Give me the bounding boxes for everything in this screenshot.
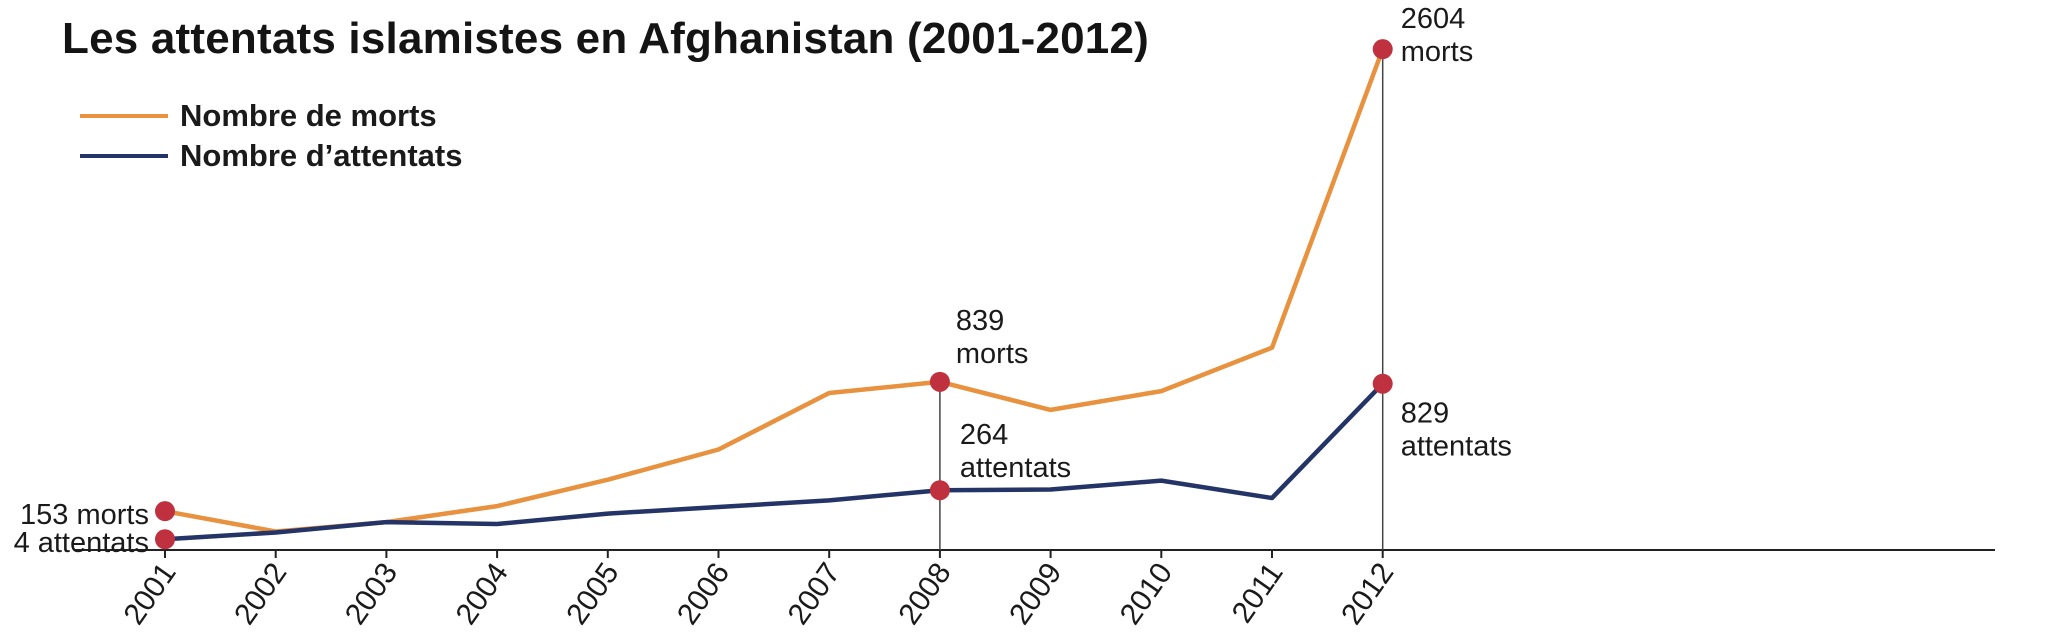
x-tick-label-2007: 2007 [782,557,847,631]
legend-item-morts: Nombre de morts [80,96,462,136]
x-tick-label-2004: 2004 [450,557,515,631]
chart-title: Les attentats islamistes en Afghanistan … [62,14,1149,63]
legend: Nombre de morts Nombre d’attentats [80,96,462,176]
annotation-2008-2-1: morts [956,338,1029,370]
marker-morts-2008 [929,371,950,392]
marker-attentats-2008 [929,480,950,501]
x-tick-label-2011: 2011 [1226,557,1290,629]
x-tick-label-2003: 2003 [339,557,404,631]
annotation-2012-4-1: morts [1401,36,1474,68]
x-tick-label-2010: 2010 [1114,557,1179,631]
series-line-morts [162,46,1385,534]
x-tick-label-2001: 2001 [117,557,182,631]
marker-morts-2001 [155,501,175,522]
x-tick-label-2012: 2012 [1335,557,1400,631]
legend-label-morts: Nombre de morts [180,98,437,133]
annotation-2008-3-0: 264 [960,419,1008,451]
x-tick-label-2006: 2006 [671,557,736,631]
annotation-2001-0-0: 153 morts [20,499,149,531]
series-line-attentats [162,381,1385,542]
legend-label-attentats: Nombre d’attentats [180,138,463,173]
annotation-2008-3-1: attentats [960,452,1071,484]
annotation-2001-1-0: 4 attentats [14,527,149,559]
x-tick-label-2008: 2008 [892,557,957,631]
x-tick-label-2002: 2002 [228,557,293,631]
annotation-2012-5-1: attentats [1401,431,1512,463]
legend-swatch-morts [80,114,168,118]
marker-attentats-2012 [1372,373,1393,394]
marker-morts-2012 [1372,39,1393,60]
annotation-2008-2-0: 839 [956,305,1004,337]
annotation-2012-4-0: 2604 [1401,3,1466,35]
marker-attentats-2001 [155,529,175,550]
x-tick-label-2005: 2005 [560,557,625,631]
x-tick-label-2009: 2009 [1003,557,1068,631]
annotation-2012-5-0: 829 [1401,398,1449,430]
legend-swatch-attentats [80,154,168,158]
legend-item-attentats: Nombre d’attentats [80,136,462,176]
